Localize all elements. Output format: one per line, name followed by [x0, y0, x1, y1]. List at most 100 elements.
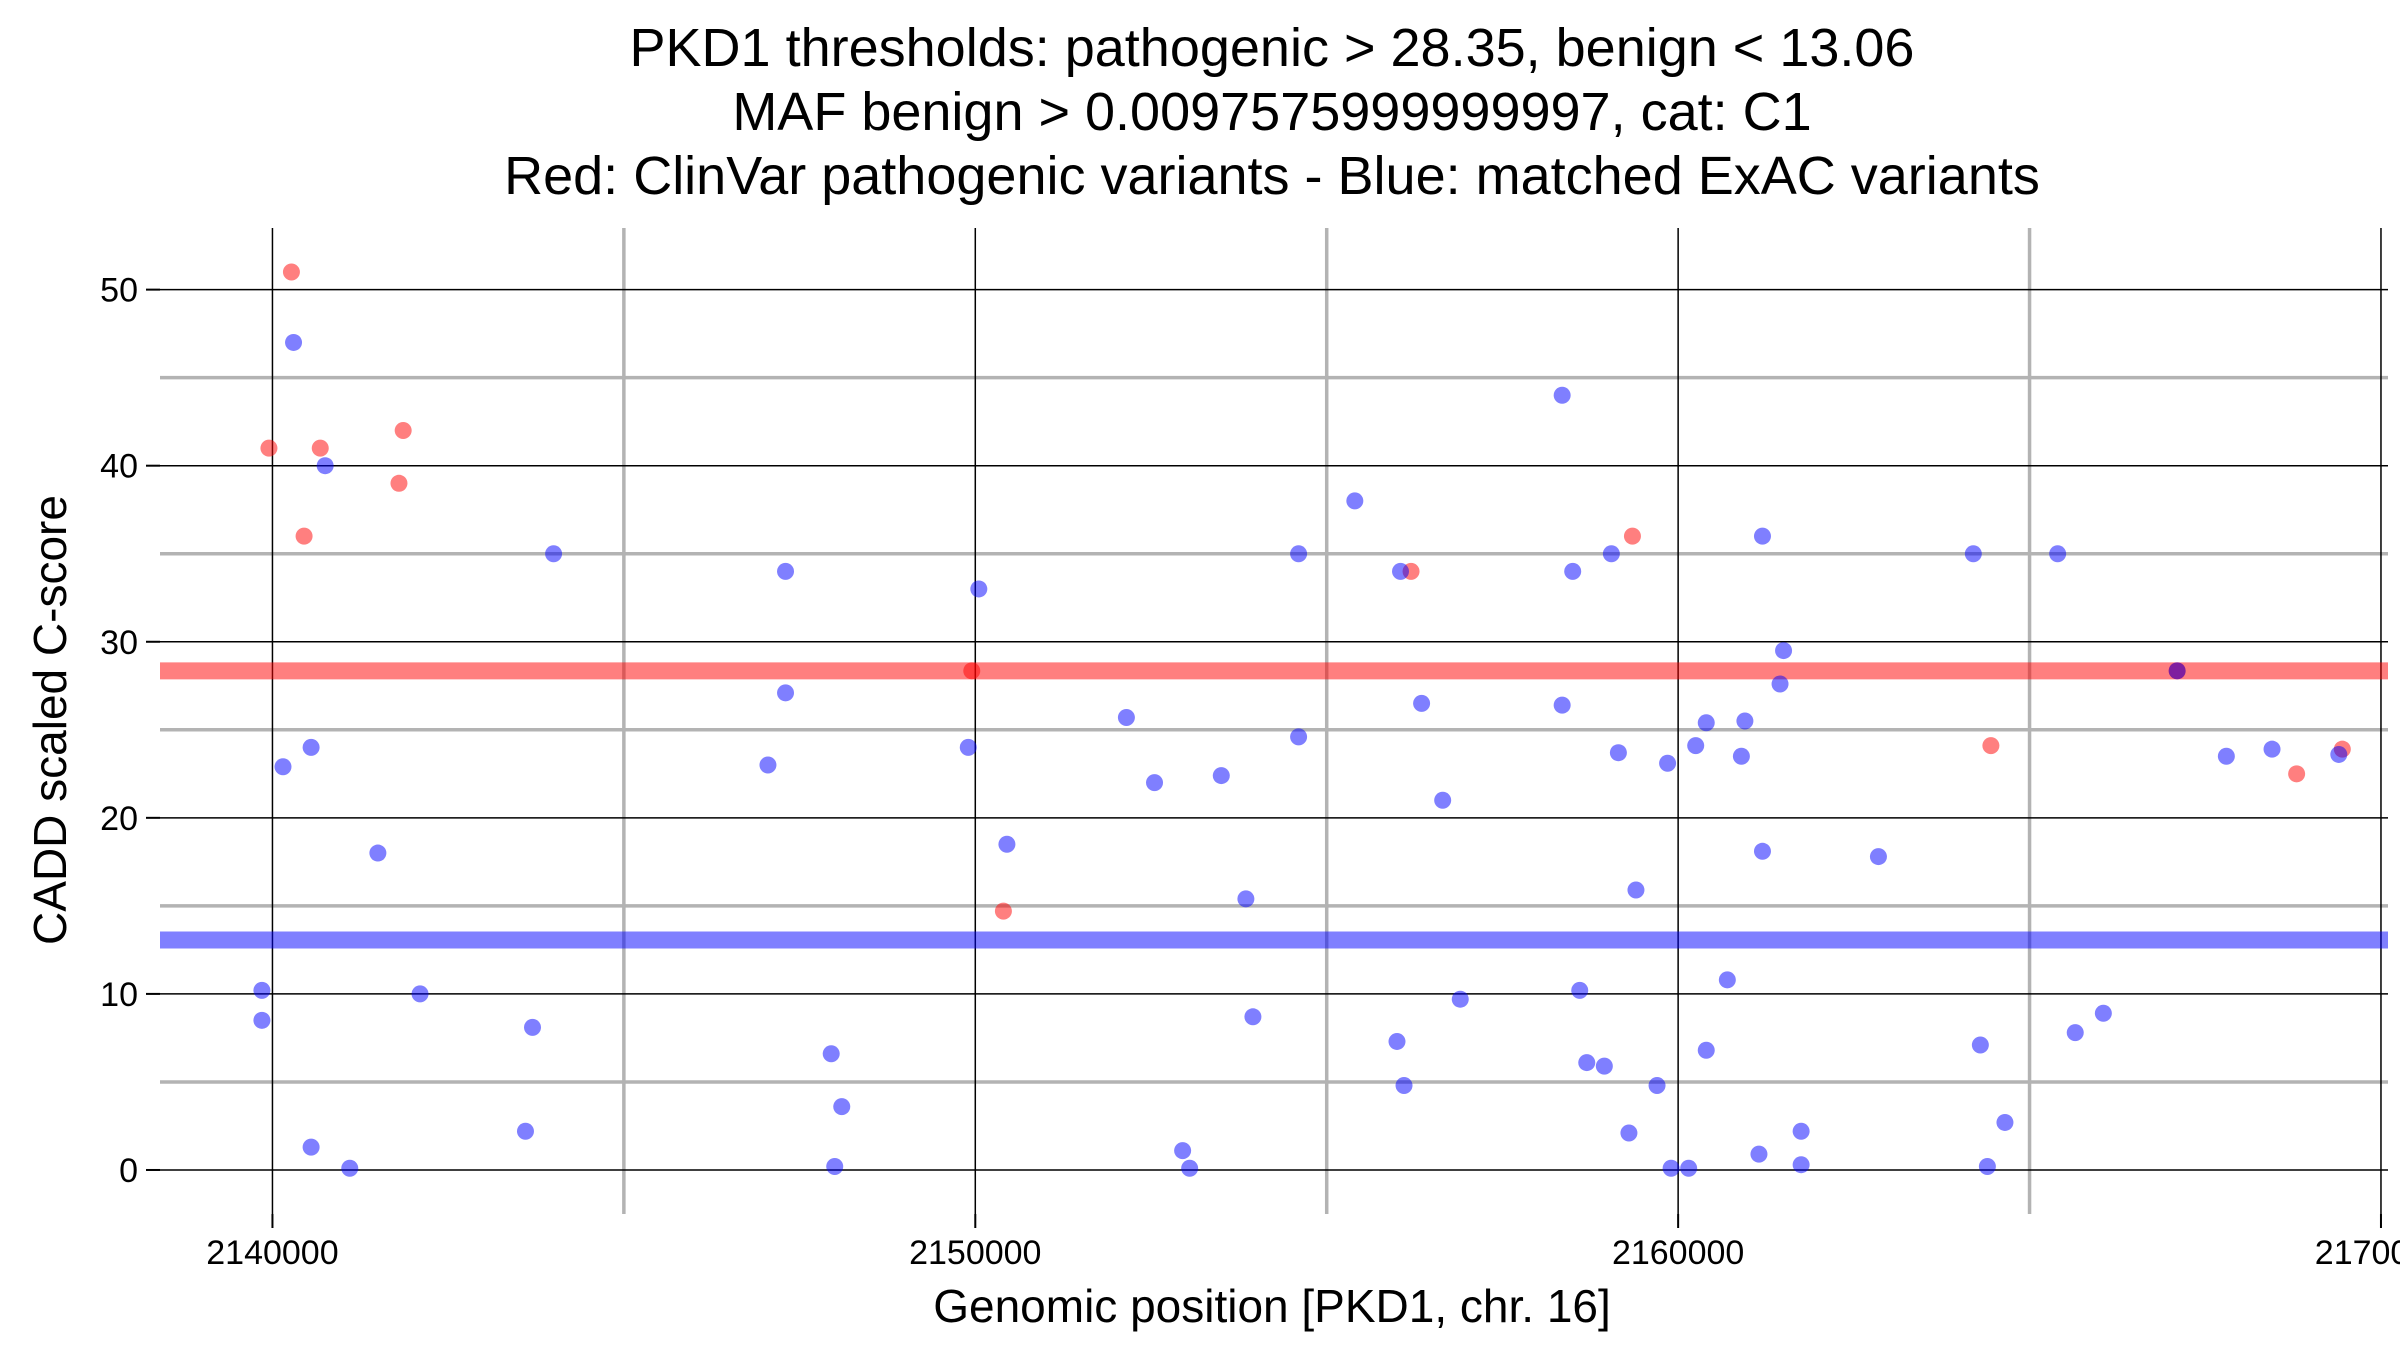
pathogenic-point [394, 421, 412, 439]
benign-point [1434, 791, 1452, 809]
benign-point [759, 756, 777, 774]
data-points [253, 263, 2351, 1177]
x-axis-title: Genomic position [PKD1, chr. 16] [933, 1280, 1611, 1332]
benign-point [2094, 1004, 2112, 1022]
benign-point [1553, 386, 1571, 404]
benign-point [1609, 744, 1627, 762]
major-gridlines [160, 228, 2388, 1214]
benign-point [1620, 1124, 1638, 1142]
benign-point [1697, 714, 1715, 732]
benign-point [302, 738, 320, 756]
benign-point [516, 1122, 534, 1140]
axis-ticks: 0 10 20 30 40 50 2140000 2150000 2160000 2170000 [100, 272, 2400, 1272]
benign-point [1718, 971, 1736, 989]
benign-point [1753, 527, 1771, 545]
benign-point [524, 1018, 542, 1036]
benign-point [2263, 740, 2281, 758]
benign-point [2168, 662, 2186, 680]
pathogenic-point [295, 527, 313, 545]
benign-point [1571, 981, 1589, 999]
x-tick-label: 2150000 [909, 1234, 1041, 1272]
benign-point [1346, 492, 1364, 510]
x-tick-label: 2170000 [2315, 1234, 2400, 1272]
pathogenic-point [282, 263, 300, 281]
benign-point [1648, 1076, 1666, 1094]
pathogenic-point [260, 439, 278, 457]
chart-title: PKD1 thresholds: pathogenic > 28.35, ben… [504, 18, 2040, 206]
benign-point [1290, 728, 1308, 746]
benign-point [1181, 1159, 1199, 1177]
title-line-2: MAF benign > 0.0097575999999997, cat: C1 [732, 82, 1811, 142]
benign-point [1237, 890, 1255, 908]
benign-point [1413, 694, 1431, 712]
pathogenic-point [1623, 527, 1641, 545]
benign-point [1395, 1076, 1413, 1094]
benign-point [1964, 545, 1982, 563]
benign-point [1771, 675, 1789, 693]
benign-point [1687, 737, 1705, 755]
benign-point [1971, 1036, 1989, 1054]
benign-point [1602, 545, 1620, 563]
benign-point [341, 1159, 359, 1177]
benign-point [2066, 1024, 2084, 1042]
benign-point [2049, 545, 2067, 563]
y-tick-label: 30 [100, 624, 138, 662]
y-axis-title: CADD scaled C-score [24, 495, 76, 945]
pathogenic-point [963, 662, 981, 680]
benign-point [1117, 708, 1135, 726]
benign-point [1659, 754, 1677, 772]
y-tick-label: 50 [100, 272, 138, 310]
title-line-1: PKD1 thresholds: pathogenic > 28.35, ben… [630, 18, 1915, 78]
y-tick-label: 20 [100, 800, 138, 838]
benign-point [1792, 1156, 1810, 1174]
benign-point [1775, 642, 1793, 660]
y-tick-label: 40 [100, 448, 138, 486]
threshold-lines [160, 662, 2388, 949]
benign-point [2217, 747, 2235, 765]
benign-point [302, 1138, 320, 1156]
pathogenic-point [390, 474, 408, 492]
pathogenic-point [994, 902, 1012, 920]
benign-point [1753, 842, 1771, 860]
benign-point [1553, 696, 1571, 714]
benign-point [253, 1011, 271, 1029]
benign-point [1697, 1041, 1715, 1059]
benign-point [1244, 1008, 1262, 1026]
y-tick-label: 0 [119, 1152, 138, 1190]
x-tick-label: 2160000 [1612, 1234, 1744, 1272]
y-tick-label: 10 [100, 976, 138, 1014]
benign-point [998, 835, 1016, 853]
benign-point [1996, 1113, 2014, 1131]
benign-point [1869, 848, 1887, 866]
benign-point [253, 981, 271, 999]
benign-point [1174, 1142, 1192, 1160]
benign-point [959, 738, 977, 756]
benign-point [545, 545, 563, 563]
benign-point [822, 1045, 840, 1063]
pathogenic-point [311, 439, 329, 457]
benign-point [1290, 545, 1308, 563]
benign-point [1627, 881, 1645, 899]
benign-point [833, 1098, 851, 1116]
benign-point [1451, 990, 1469, 1008]
benign-point [777, 562, 795, 580]
benign-point [285, 333, 303, 351]
benign-point [369, 844, 387, 862]
benign-point [316, 457, 334, 475]
benign-point [1792, 1122, 1810, 1140]
benign-point [1680, 1159, 1698, 1177]
benign-point [411, 985, 429, 1003]
benign-point [1388, 1032, 1406, 1050]
benign-point [1564, 562, 1582, 580]
benign-point [1595, 1057, 1613, 1075]
benign-point [1732, 747, 1750, 765]
minor-gridlines [160, 228, 2388, 1214]
benign-point [1978, 1157, 1996, 1175]
x-tick-label: 2140000 [206, 1234, 338, 1272]
benign-point [1392, 562, 1410, 580]
benign-point [1750, 1145, 1768, 1163]
benign-point [274, 758, 292, 776]
benign-point [1212, 767, 1230, 785]
